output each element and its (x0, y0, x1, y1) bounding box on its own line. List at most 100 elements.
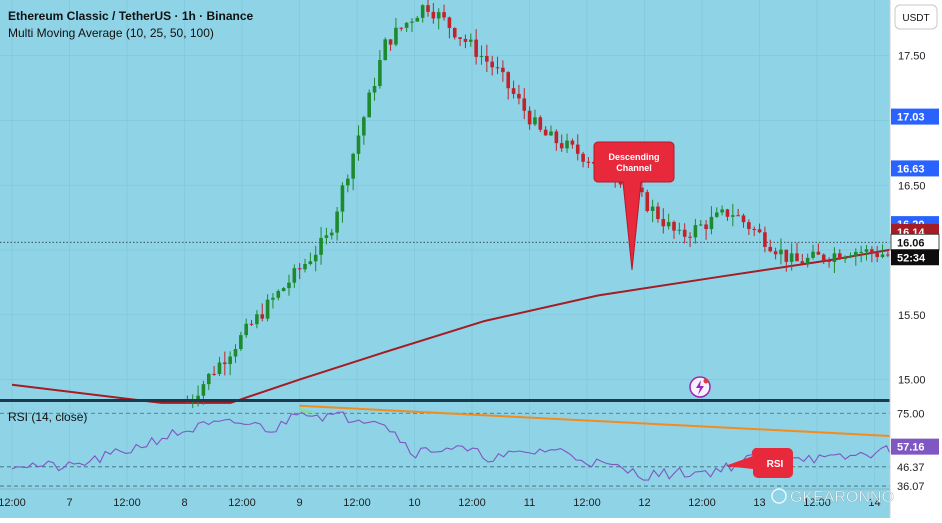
time-tick-label: 12:00 (573, 497, 601, 509)
candle-body (271, 298, 275, 300)
candle-body (517, 94, 521, 98)
time-tick-label: 12:00 (343, 497, 371, 509)
candle-body (875, 253, 879, 257)
candle-body (378, 60, 382, 86)
candle-body (255, 314, 259, 324)
candle-body (784, 250, 788, 262)
candle-body (453, 28, 457, 37)
candle-body (870, 249, 874, 253)
candle-body (795, 253, 799, 261)
candle-body (549, 131, 553, 135)
candle-body (389, 39, 393, 44)
candle-body (790, 253, 794, 261)
candle-body (886, 255, 890, 256)
candle-body (522, 98, 526, 110)
candle-body (410, 22, 414, 23)
candle-body (565, 141, 569, 149)
rsi-current-text: 57.16 (897, 442, 925, 454)
candle-body (688, 237, 692, 238)
candle-body (212, 374, 216, 375)
candle-body (383, 39, 387, 60)
candle-body (512, 88, 516, 94)
candle-body (694, 225, 698, 237)
candle-body (533, 117, 537, 124)
candle-body (426, 5, 430, 12)
candle-body (736, 215, 740, 216)
price-label-text: 52:34 (897, 252, 926, 264)
rsi-title: RSI (14, close) (8, 410, 87, 424)
candle-body (394, 28, 398, 45)
candle-body (571, 141, 575, 145)
indicator-label: Multi Moving Average (10, 25, 50, 100) (8, 26, 214, 40)
candle-body (865, 249, 869, 252)
time-tick-label: 11 (524, 497, 535, 509)
candle-body (421, 5, 425, 18)
candle-body (309, 261, 313, 264)
candle-body (346, 179, 350, 186)
candle-body (266, 300, 270, 319)
candle-body (544, 130, 548, 136)
candle-body (678, 230, 682, 231)
candle-body (202, 384, 206, 396)
time-tick-label: 8 (181, 497, 187, 509)
candle-body (335, 212, 339, 233)
candle-body (464, 39, 468, 42)
candle-body (752, 229, 756, 230)
price-label-text: 17.03 (897, 112, 925, 124)
rsi-tick-label: 75.00 (897, 408, 925, 420)
candle-body (442, 12, 446, 17)
candle-body (806, 258, 810, 264)
rsi-current-label: 57.16 (891, 439, 939, 455)
candle-body (399, 28, 403, 29)
candle-body (742, 215, 746, 222)
rsi-tick-label: 36.07 (897, 481, 925, 493)
candle-body (260, 314, 264, 318)
time-tick-label: 7 (66, 497, 72, 509)
currency-button[interactable]: USDT (895, 5, 937, 29)
candle-body (881, 255, 885, 258)
candle-body (314, 255, 318, 262)
price-label-text: 16.63 (897, 163, 925, 175)
candle-body (432, 12, 436, 19)
candle-body (496, 67, 500, 68)
candle-body (223, 363, 227, 365)
rsi-tick-label: 46.37 (897, 462, 925, 474)
watermark-text: GKEARONNO (790, 489, 894, 506)
candle-body (276, 291, 280, 298)
candle-body (469, 40, 473, 42)
candle-body (458, 37, 462, 39)
candle-body (726, 209, 730, 216)
candle-body (207, 374, 211, 384)
time-tick-label: 12 (638, 497, 650, 509)
candle-body (373, 86, 377, 93)
candle-body (239, 335, 243, 349)
candle-body (405, 23, 409, 28)
candle-body (849, 256, 853, 257)
price-tick-label: 15.00 (898, 375, 926, 387)
candle-body (656, 207, 660, 219)
candle-body (480, 56, 484, 57)
candle-body (287, 283, 291, 288)
candle-body (667, 222, 671, 226)
candle-body (817, 252, 821, 255)
price-label-text: 16.06 (897, 237, 925, 249)
candle-body (854, 252, 858, 256)
time-tick-label: 12:00 (458, 497, 486, 509)
candle-body (341, 185, 345, 211)
candle-body (485, 56, 489, 62)
pane-divider[interactable] (0, 399, 890, 402)
candle-body (843, 257, 847, 259)
candle-body (303, 264, 307, 269)
price-tick-label: 15.50 (898, 310, 926, 322)
flash-badge-icon[interactable] (690, 377, 710, 397)
candle-body (218, 363, 222, 374)
time-tick-label: 13 (753, 497, 765, 509)
candle-body (710, 217, 714, 229)
candle-body (763, 232, 767, 247)
time-tick-label: 12:00 (113, 497, 141, 509)
candle-body (699, 224, 703, 225)
time-tick-label: 10 (408, 497, 420, 509)
candle-body (186, 402, 190, 403)
